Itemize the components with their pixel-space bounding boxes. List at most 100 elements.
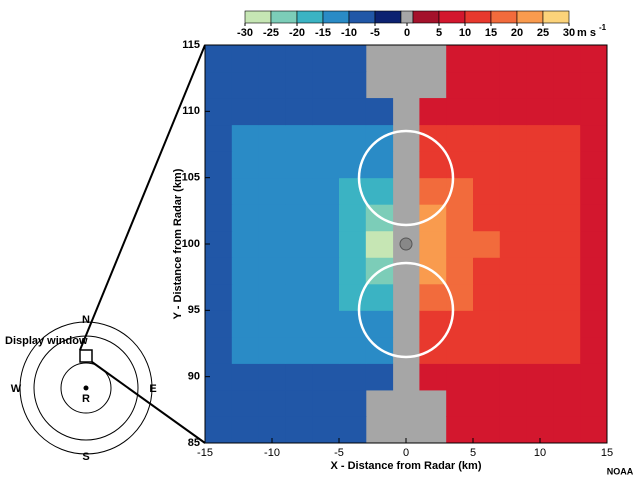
heat-cell [553, 389, 581, 417]
heat-cell [419, 177, 447, 205]
heat-cell [231, 389, 260, 417]
heat-cell [285, 336, 313, 364]
colorbar-box [542, 10, 570, 24]
heat-cell [499, 98, 528, 126]
colorbar: -30 -25 -20 -15 -10 -5 0 5 10 15 20 25 30 m s -1 [237, 10, 607, 39]
x-tick-label: -10 [264, 447, 280, 459]
heat-cell [258, 45, 286, 73]
heat-cell [339, 124, 367, 152]
heat-cell [231, 45, 260, 73]
heat-cell [339, 389, 367, 417]
y-tick-label: 115 [182, 39, 200, 51]
heat-cell [580, 363, 608, 391]
heat-cell [499, 310, 528, 338]
heat-cell [339, 283, 367, 311]
colorbar-tick-label: -25 [263, 27, 279, 39]
y-tick-label: 105 [182, 172, 200, 184]
heat-cell [499, 363, 528, 391]
heat-cell [285, 310, 313, 338]
heat-cell [446, 257, 474, 285]
colorbar-tick-label: -5 [370, 27, 380, 39]
heat-cell [526, 151, 554, 179]
heat-cell [285, 177, 313, 205]
heat-cell [285, 45, 313, 73]
heat-cell [258, 151, 286, 179]
heat-cell [526, 204, 554, 232]
heat-cell [553, 177, 581, 205]
heat-cell [526, 177, 554, 205]
heat-cell [446, 204, 474, 232]
heat-cell [231, 310, 260, 338]
heat-cell [553, 230, 581, 258]
colorbar-box [490, 10, 518, 24]
heat-cell [526, 283, 554, 311]
colorbar-box [374, 10, 402, 24]
center-mark [399, 237, 413, 251]
y-axis-label: Y - Distance from Radar (km) [172, 168, 184, 319]
heat-cell [499, 124, 528, 152]
heat-cell [553, 124, 581, 152]
heat-cell [205, 257, 233, 285]
colorbar-box [348, 10, 376, 24]
heat-cell [205, 204, 233, 232]
heat-cell [580, 336, 608, 364]
heat-cell [580, 45, 608, 73]
compass-label: E [149, 383, 156, 395]
heat-cell [312, 151, 340, 179]
x-tick-label: 5 [470, 447, 476, 459]
heat-cell [553, 257, 581, 285]
compass-label: S [82, 451, 89, 463]
range-ring [60, 362, 112, 414]
heat-cell [526, 389, 554, 417]
heat-cell [499, 204, 528, 232]
credit: NOAA [607, 466, 634, 476]
heat-cell [205, 310, 233, 338]
heat-cell [258, 283, 286, 311]
heat-cell [365, 151, 394, 179]
heat-cell [580, 98, 608, 126]
x-tick-label: 10 [534, 447, 546, 459]
y-tick-label: 85 [188, 437, 200, 449]
heat-cell [285, 257, 313, 285]
colorbar-tick-label: -30 [237, 27, 253, 39]
colorbar-box [464, 10, 492, 24]
heat-cell [231, 363, 260, 391]
heat-cell [499, 416, 528, 444]
heat-cell [205, 45, 233, 73]
heat-cell [526, 310, 554, 338]
heat-cell [312, 177, 340, 205]
heat-cell [473, 336, 501, 364]
colorbar-tick-label: -10 [341, 27, 357, 39]
colorbar-tick-label: -20 [289, 27, 305, 39]
colorbar-tick-label: -15 [315, 27, 331, 39]
heat-cell [580, 177, 608, 205]
heat-cell [339, 230, 367, 258]
heat-cell [580, 124, 608, 152]
heat-cell [499, 71, 528, 99]
colorbar-tick-label: 30 [563, 27, 575, 39]
heat-cell [258, 124, 286, 152]
heat-cell [580, 283, 608, 311]
vortex-circle [357, 261, 455, 359]
heat-cell [473, 363, 501, 391]
heat-cell [580, 71, 608, 99]
heat-cell [231, 124, 260, 152]
heat-cell [339, 363, 367, 391]
heat-cell [499, 283, 528, 311]
heat-cell [526, 230, 554, 258]
heat-cell [258, 363, 286, 391]
vortex-circle [357, 129, 455, 227]
heat-cell [446, 416, 474, 444]
heat-cell [231, 204, 260, 232]
heat-cell [553, 71, 581, 99]
heat-cell [446, 389, 474, 417]
inset-title: Display window [5, 335, 88, 347]
heat-cell [473, 124, 501, 152]
heat-cell [553, 151, 581, 179]
compass-label: W [11, 383, 22, 395]
heat-cell [312, 204, 340, 232]
heat-cell [312, 230, 340, 258]
colorbar-box [516, 10, 544, 24]
heat-cell [580, 257, 608, 285]
heat-cell [365, 283, 394, 311]
